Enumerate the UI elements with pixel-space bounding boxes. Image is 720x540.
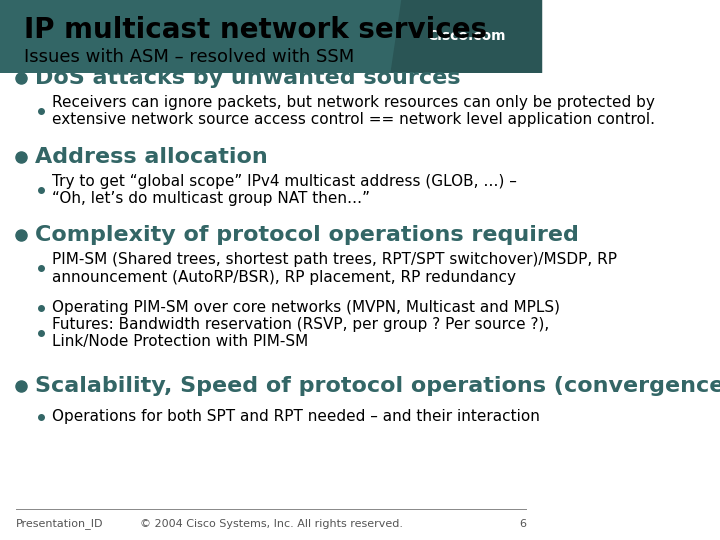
FancyBboxPatch shape (0, 0, 542, 73)
Text: Complexity of protocol operations required: Complexity of protocol operations requir… (35, 225, 579, 245)
Text: Issues with ASM – resolved with SSM: Issues with ASM – resolved with SSM (24, 48, 355, 66)
Text: Try to get “global scope” IPv4 multicast address (GLOB, …) –
“Oh, let’s do multi: Try to get “global scope” IPv4 multicast… (52, 174, 516, 206)
Polygon shape (390, 0, 542, 73)
Text: Operations for both SPT and RPT needed – and their interaction: Operations for both SPT and RPT needed –… (52, 409, 539, 424)
Text: IP multicast network services: IP multicast network services (24, 16, 487, 44)
Text: © 2004 Cisco Systems, Inc. All rights reserved.: © 2004 Cisco Systems, Inc. All rights re… (140, 519, 402, 529)
Text: Operating PIM-SM over core networks (MVPN, Multicast and MPLS): Operating PIM-SM over core networks (MVP… (52, 300, 559, 315)
Text: Futures: Bandwidth reservation (RSVP, per group ? Per source ?),
Link/Node Prote: Futures: Bandwidth reservation (RSVP, pe… (52, 317, 549, 349)
Text: DoS attacks by unwanted sources: DoS attacks by unwanted sources (35, 68, 461, 89)
Text: Scalability, Speed of protocol operations (convergence): Scalability, Speed of protocol operation… (35, 376, 720, 396)
Text: PIM-SM (Shared trees, shortest path trees, RPT/SPT switchover)/MSDP, RP
announce: PIM-SM (Shared trees, shortest path tree… (52, 252, 616, 285)
Text: Receivers can ignore packets, but network resources can only be protected by
ext: Receivers can ignore packets, but networ… (52, 94, 654, 127)
Text: Presentation_ID: Presentation_ID (17, 518, 104, 529)
Text: 6: 6 (519, 519, 526, 529)
Text: Address allocation: Address allocation (35, 146, 268, 167)
Text: Cisco.com: Cisco.com (427, 30, 505, 43)
